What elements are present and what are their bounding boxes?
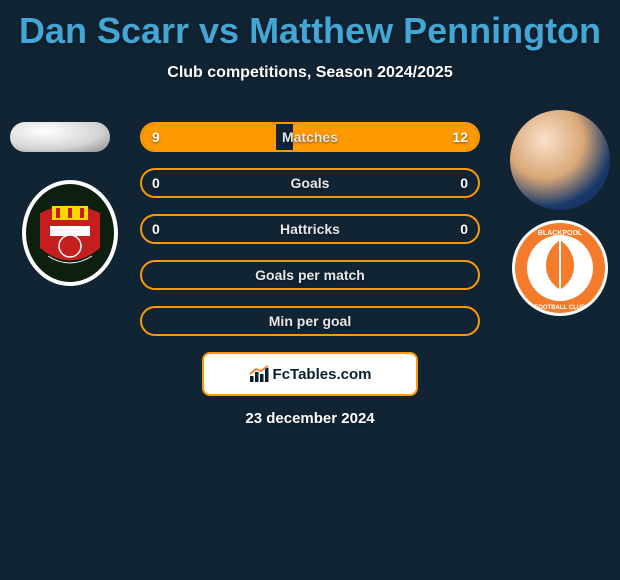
stat-bar: Hattricks 0 0 <box>140 214 480 244</box>
date-label: 23 december 2024 <box>245 410 374 427</box>
stat-label: Hattricks <box>280 221 340 237</box>
stat-value-left: 9 <box>152 129 160 145</box>
stat-value-right: 0 <box>460 175 468 191</box>
stat-fill-left <box>142 124 276 150</box>
stat-bar: Goals per match <box>140 260 480 290</box>
chart-icon <box>249 365 269 383</box>
attribution-text: FcTables.com <box>273 366 372 383</box>
stats-container: Matches 9 12 Goals 0 0 Hattricks 0 0 Goals per ma… <box>140 122 480 352</box>
svg-text:FOOTBALL CLUB: FOOTBALL CLUB <box>535 305 587 311</box>
stat-value-left: 0 <box>152 221 160 237</box>
svg-text:BLACKPOOL: BLACKPOOL <box>538 230 583 237</box>
stat-label: Goals <box>291 175 330 191</box>
stat-bar: Goals 0 0 <box>140 168 480 198</box>
stat-value-right: 0 <box>460 221 468 237</box>
stat-value-left: 0 <box>152 175 160 191</box>
attribution-badge: FcTables.com <box>202 352 418 396</box>
stat-bar: Matches 9 12 <box>140 122 480 152</box>
comparison-subtitle: Club competitions, Season 2024/2025 <box>0 64 620 82</box>
stat-value-right: 12 <box>452 129 468 145</box>
comparison-title: Dan Scarr vs Matthew Pennington <box>0 0 620 52</box>
stat-label: Min per goal <box>269 313 351 329</box>
club-badge-right: BLACKPOOL FOOTBALL CLUB <box>510 218 610 318</box>
stat-label: Matches <box>282 129 338 145</box>
player-right-avatar <box>510 110 610 210</box>
stat-label: Goals per match <box>255 267 365 283</box>
stat-bar: Min per goal <box>140 306 480 336</box>
club-badge-left <box>20 178 120 288</box>
player-left-avatar <box>10 122 110 152</box>
